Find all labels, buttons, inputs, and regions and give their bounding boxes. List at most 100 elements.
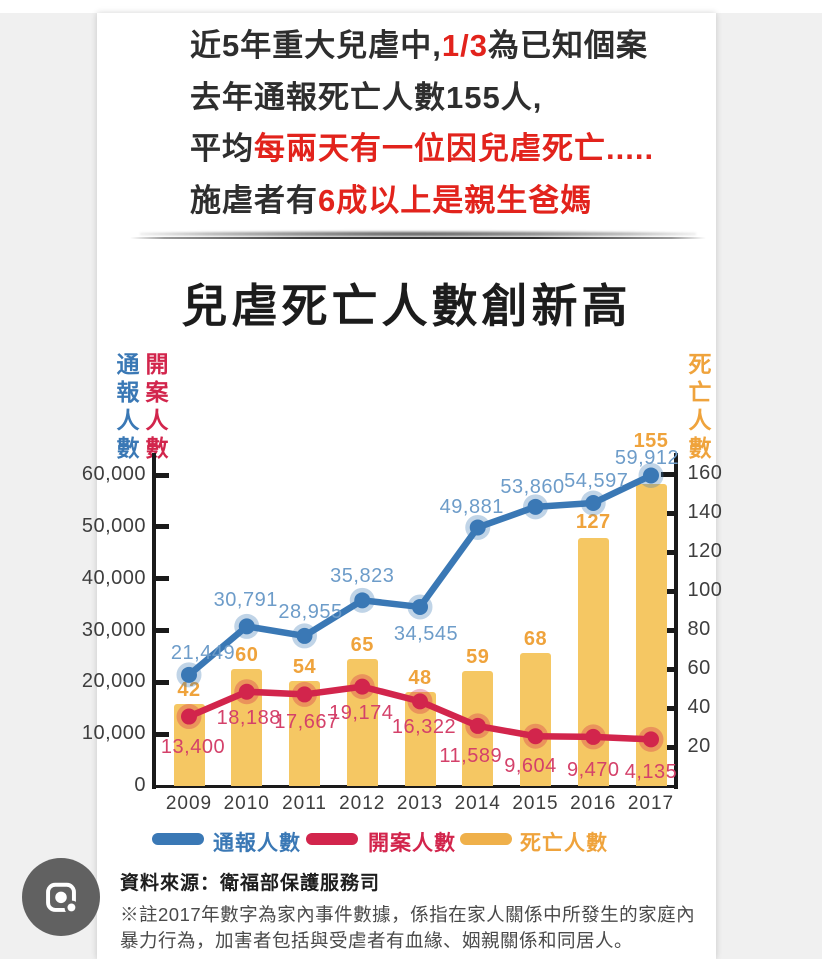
reported-value-label: 30,791 bbox=[213, 589, 278, 612]
left-axis-tick bbox=[155, 472, 169, 478]
reported-series-marker bbox=[412, 598, 428, 615]
bar-deaths-2016 bbox=[577, 538, 609, 786]
reported-value-label: 49,881 bbox=[439, 496, 504, 519]
x-axis-label-2017: 2017 bbox=[627, 793, 675, 814]
opened-value-label: 11,589 bbox=[439, 744, 503, 767]
right-axis-tick-label: 20 bbox=[687, 735, 711, 757]
bar-value-label: 42 bbox=[177, 679, 201, 702]
x-axis-label-2011: 2011 bbox=[282, 793, 327, 814]
x-axis-label-2015: 2015 bbox=[512, 793, 559, 814]
right-axis-tick bbox=[660, 510, 674, 516]
headline-line-3: 平均每兩天有一位因兒虐死亡..... bbox=[190, 123, 654, 175]
legend-label-opened: 開案人數 bbox=[368, 832, 456, 855]
left-axis-tick bbox=[155, 524, 169, 530]
reported-value-label: 54,597 bbox=[564, 470, 629, 492]
chart-title: 兒虐死亡人數創新高 bbox=[181, 281, 632, 332]
opened-value-label: 9,604 bbox=[504, 755, 557, 778]
opened-value-label: 19,174 bbox=[329, 701, 394, 724]
bar-value-label: 155 bbox=[633, 429, 669, 452]
reported-value-label: 28,955 bbox=[278, 600, 343, 623]
headline-segment: 近5年重大兒虐中, bbox=[190, 28, 442, 63]
reported-series-marker-halo bbox=[292, 623, 317, 649]
reported-series-marker bbox=[585, 495, 602, 512]
viewer-background-left bbox=[0, 13, 97, 959]
right-axis-tick bbox=[660, 588, 674, 594]
reported-value-label: 21,449 bbox=[170, 641, 236, 664]
headline-line-4: 施虐者有6成以上是親生爸媽 bbox=[190, 175, 654, 227]
footnote-line-2: 暴力行為，加害者包括與受虐者有血緣、姻親關係和同居人。 bbox=[120, 930, 634, 951]
right-axis-tick bbox=[660, 471, 674, 477]
opened-value-label: 4,135 bbox=[624, 761, 678, 784]
right-axis-tick-label: 140 bbox=[687, 501, 723, 523]
reported-series-marker bbox=[469, 519, 486, 536]
right-axis-tick-label: 160 bbox=[687, 462, 723, 484]
headline-line-2: 去年通報死亡人數155人, bbox=[190, 72, 654, 124]
x-axis bbox=[151, 784, 678, 788]
viewer-background-right bbox=[716, 13, 822, 959]
x-axis-label-2014: 2014 bbox=[454, 793, 501, 814]
left-axis-tick-label: 10,000 bbox=[81, 722, 146, 745]
bar-value-label: 54 bbox=[292, 655, 317, 678]
y-axis-left bbox=[151, 453, 156, 789]
left-axis-tick bbox=[155, 731, 169, 737]
legend-swatch-deaths bbox=[460, 833, 512, 845]
reported-series-marker bbox=[296, 627, 313, 644]
right-axis-tick-label: 120 bbox=[687, 540, 723, 562]
bar-value-label: 48 bbox=[408, 667, 432, 690]
headline-line-1: 近5年重大兒虐中,1/3為已知個案 bbox=[190, 20, 654, 72]
footnote-line-1: ※註2017年數字為家內事件數據，係指在家人關係中所發生的家庭內 bbox=[120, 904, 696, 925]
right-axis-title-deaths: 死亡人數 bbox=[685, 352, 711, 464]
x-axis-label-2016: 2016 bbox=[570, 793, 617, 814]
reported-series-marker-halo bbox=[407, 594, 433, 620]
opened-value-label: 17,667 bbox=[274, 711, 339, 734]
headline-segment: 平均 bbox=[190, 131, 254, 166]
x-axis-label-2009: 2009 bbox=[165, 793, 213, 814]
divider-line bbox=[130, 237, 706, 239]
left-axis-tick bbox=[155, 628, 169, 633]
left-axis-tick-label: 40,000 bbox=[81, 566, 146, 589]
headline-segment: 去年通報死亡人數155人, bbox=[190, 79, 543, 115]
opened-value-label: 9,470 bbox=[566, 758, 620, 781]
right-axis-tick bbox=[660, 744, 674, 750]
bar-value-label: 68 bbox=[523, 628, 548, 651]
bar-value-label: 127 bbox=[575, 511, 611, 534]
reported-value-label: 35,823 bbox=[330, 565, 395, 588]
opened-value-label: 13,400 bbox=[160, 735, 226, 758]
left-axis-tick-label: 0 bbox=[134, 774, 146, 796]
x-axis-label-2013: 2013 bbox=[396, 793, 444, 814]
right-axis-tick bbox=[660, 666, 674, 672]
reported-value-label: 53,860 bbox=[500, 475, 565, 498]
left-axis-tick bbox=[155, 679, 169, 685]
left-axis-tick-label: 20,000 bbox=[81, 670, 146, 693]
headline-segment-red: 6成以上是親生爸媽 bbox=[318, 182, 593, 218]
left-axis-tick-label: 30,000 bbox=[81, 618, 146, 641]
right-axis-tick bbox=[660, 705, 674, 711]
bar-deaths-2017 bbox=[635, 483, 667, 786]
google-lens-camera-button[interactable] bbox=[22, 858, 100, 936]
headline-segment: 施虐者有 bbox=[190, 182, 318, 218]
data-source-text: 資料來源：衛福部保護服務司 bbox=[120, 873, 381, 894]
x-axis-label-2010: 2010 bbox=[223, 793, 270, 814]
right-axis-tick-label: 60 bbox=[687, 657, 711, 679]
right-axis-tick-label: 40 bbox=[687, 696, 711, 718]
right-axis-tick-label: 80 bbox=[687, 618, 711, 640]
divider-shadow bbox=[140, 231, 696, 237]
headline-segment: 為已知個案 bbox=[487, 28, 648, 63]
left-axis-title-opened: 開案人數 bbox=[142, 352, 168, 464]
legend-swatch-opened bbox=[306, 833, 358, 845]
legend-label-deaths: 死亡人數 bbox=[520, 832, 608, 855]
left-axis-tick-label: 60,000 bbox=[81, 463, 146, 485]
left-axis-tick-label: 50,000 bbox=[81, 514, 146, 537]
headline-segment-red: 1/3 bbox=[441, 28, 488, 63]
reported-series-marker bbox=[527, 498, 544, 515]
headline-segment-red: 每兩天有一位因兒虐死亡..... bbox=[254, 131, 655, 166]
reported-value-label: 59,912 bbox=[614, 447, 680, 470]
reported-series-marker bbox=[238, 618, 255, 635]
left-axis-title-reported: 通報人數 bbox=[113, 352, 139, 464]
opened-value-label: 16,322 bbox=[391, 716, 457, 739]
right-axis-tick bbox=[660, 549, 674, 555]
left-axis-tick bbox=[155, 576, 169, 582]
legend-swatch-reported bbox=[152, 833, 204, 845]
